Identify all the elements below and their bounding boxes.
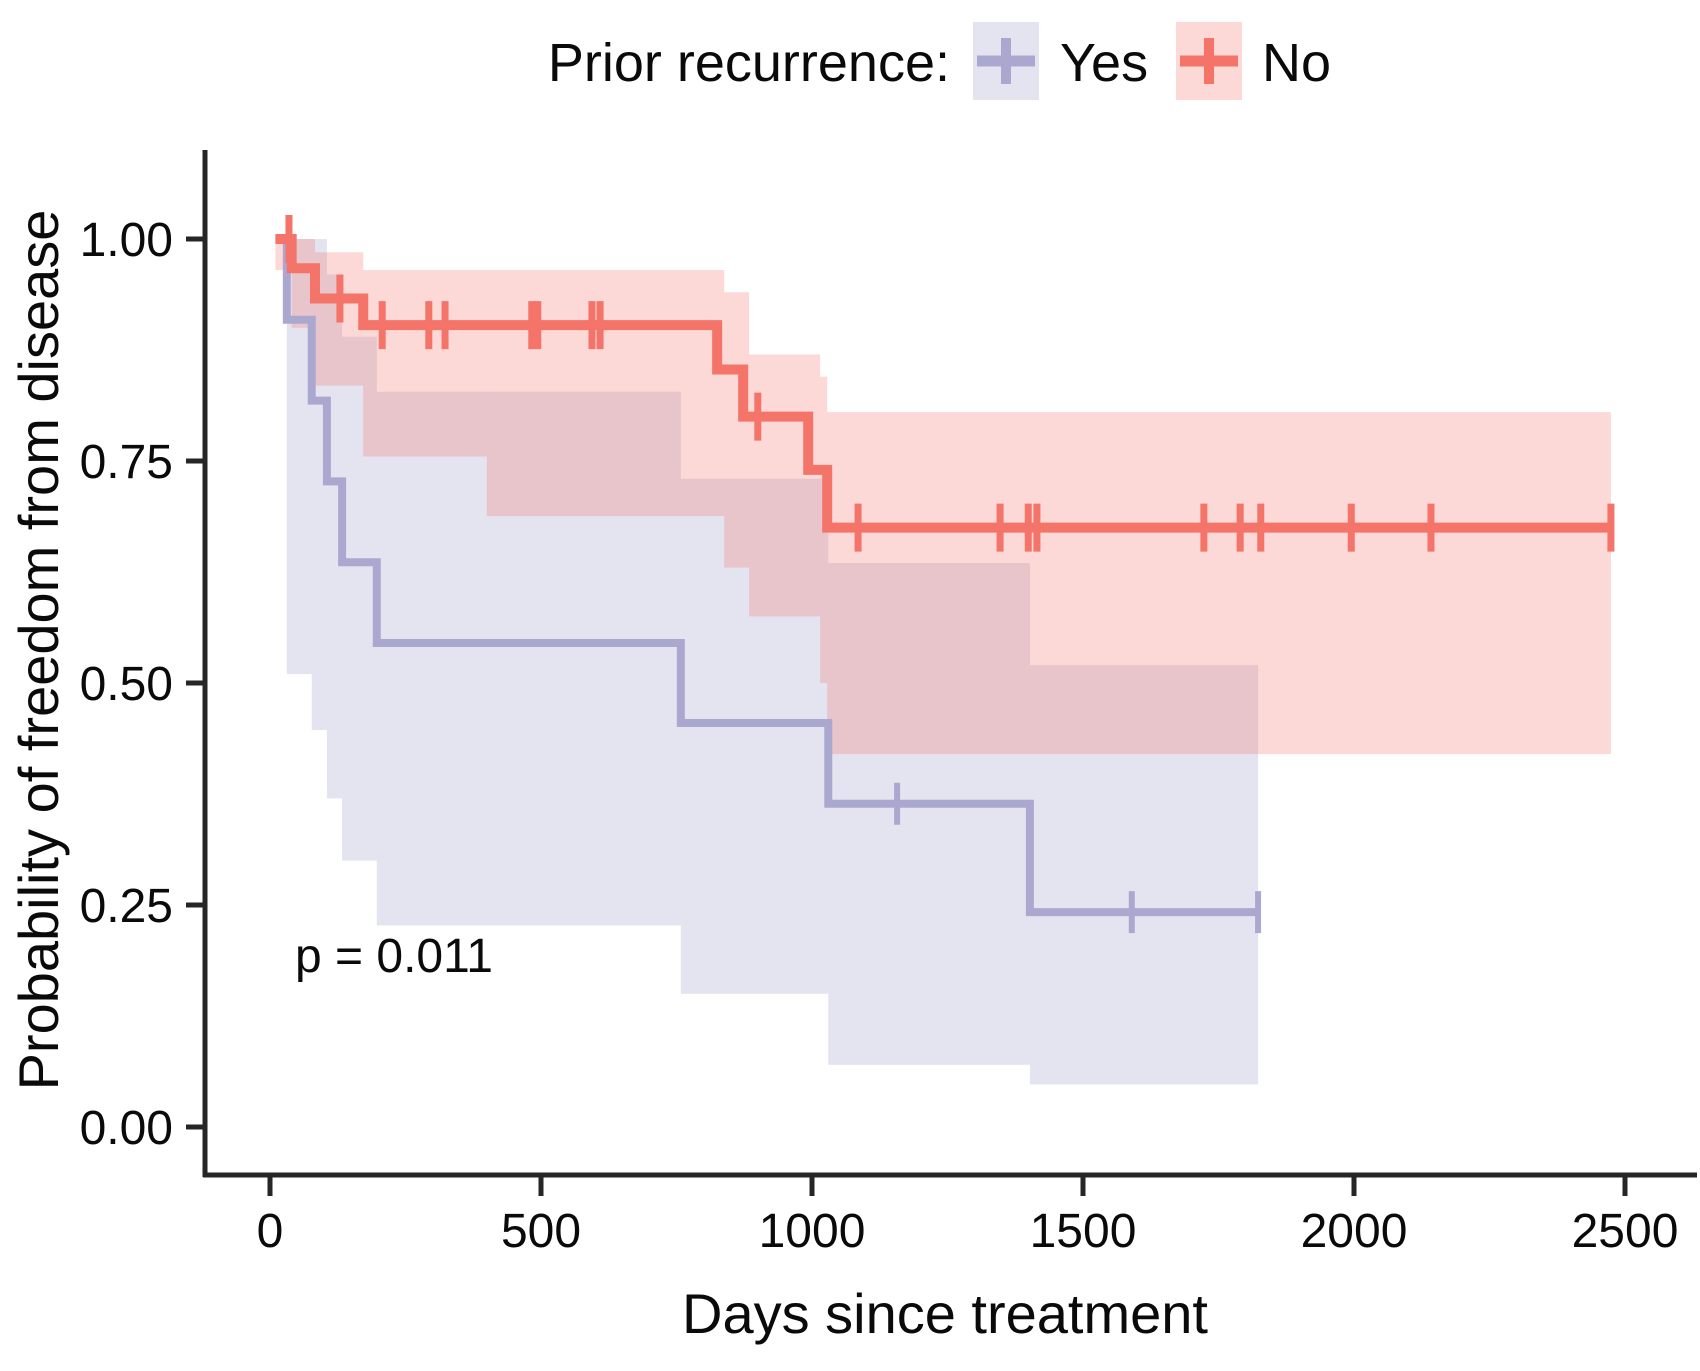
ci-band-rect-no: [827, 412, 1611, 755]
y-tick-label: 0.00: [80, 1102, 173, 1155]
ci-band-rect-no: [724, 292, 750, 568]
y-tick-label: 0.50: [80, 658, 173, 711]
y-axis-title: Probability of freedom from disease: [7, 210, 70, 1091]
survival-curve-yes: [275, 235, 1262, 934]
p-value-annotation: p = 0.011: [295, 930, 493, 983]
legend: Prior recurrence: Yes No: [548, 22, 1331, 100]
x-tick-label: 1500: [1030, 1205, 1137, 1258]
km-step-line-no: [275, 234, 1611, 533]
km-step-line-yes: [275, 235, 1259, 917]
y-tick-label: 1.00: [80, 214, 173, 267]
ci-band-rect-yes: [680, 478, 829, 994]
survival-curve-no: [275, 215, 1615, 552]
legend-title: Prior recurrence:: [548, 33, 950, 93]
y-tick-label: 0.25: [80, 880, 173, 933]
x-tick-label: 2500: [1572, 1205, 1679, 1258]
ci-band-rect-no: [363, 270, 487, 457]
x-tick-label: 0: [257, 1205, 284, 1258]
ci-band-rect-no: [486, 270, 725, 517]
x-tick-label: 500: [501, 1205, 581, 1258]
ci-band-rect-no: [291, 239, 315, 328]
ci-band-no: [275, 239, 1611, 755]
ci-band-rect-yes: [342, 336, 377, 861]
ci-band-rect-yes: [286, 239, 312, 675]
x-tick-label: 1000: [759, 1205, 866, 1258]
ci-band-rect-yes: [1029, 665, 1259, 1085]
x-axis-title: Days since treatment: [682, 1282, 1208, 1345]
ci-band-rect-yes: [376, 391, 681, 926]
y-tick-label: 0.75: [80, 436, 173, 489]
ci-band-rect-yes: [828, 563, 1030, 1065]
legend-label-yes: Yes: [1060, 33, 1148, 93]
legend-label-no: No: [1262, 33, 1331, 93]
x-tick-label: 2000: [1301, 1205, 1408, 1258]
axes: 1.00 0.75 0.50 0.25 0.00 0 500 1000 1500 2000 2500: [80, 150, 1697, 1258]
